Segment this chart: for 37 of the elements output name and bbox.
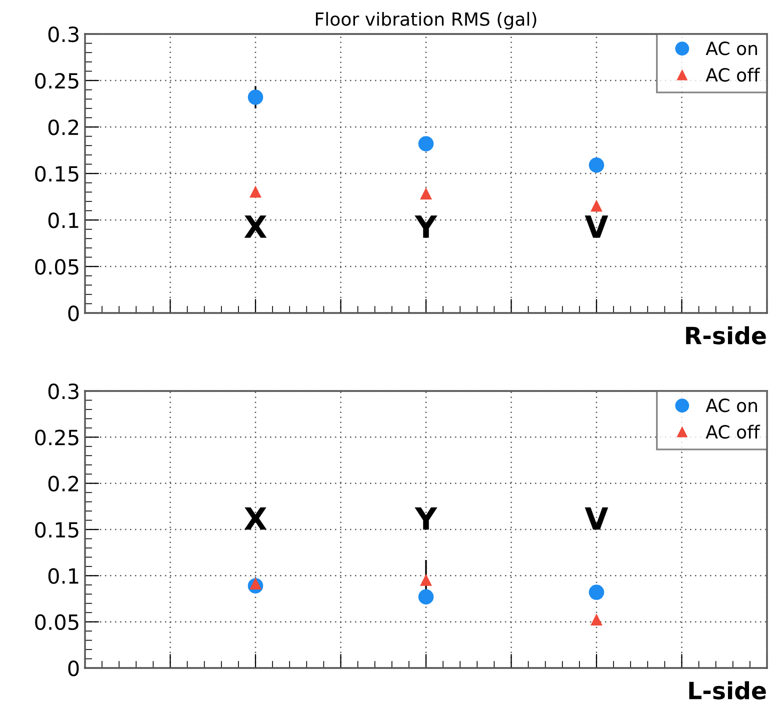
point [588, 157, 604, 173]
point [420, 574, 432, 586]
y-tick-label: 0.05 [35, 614, 78, 630]
point [420, 188, 432, 200]
y-tick-label: 0.3 [48, 383, 78, 400]
point [588, 584, 604, 600]
y-tick-label: 0 [68, 305, 79, 322]
y-tick-label: 0.25 [35, 430, 78, 446]
point [418, 136, 434, 152]
x-tick-label: V [584, 215, 608, 238]
y-tick-label: 0 [68, 660, 79, 676]
x-axis-title: R-side [686, 326, 766, 344]
y-tick-label: 0.2 [48, 476, 78, 492]
y-tick-label: 0.1 [48, 212, 78, 228]
x-tick-label: Y [414, 215, 438, 238]
legend-label: AC on [706, 42, 757, 56]
y-tick-label: 0.2 [48, 119, 78, 136]
legend-label: AC off [706, 424, 760, 439]
point [250, 186, 262, 198]
point [418, 589, 434, 605]
y-tick-label: 0.15 [35, 166, 78, 182]
x-tick-label: X [244, 507, 267, 530]
y-tick-label: 0.3 [48, 26, 78, 42]
legend-label: AC off [706, 68, 760, 82]
x-tick-label: X [244, 215, 267, 238]
x-tick-label: Y [414, 507, 438, 530]
y-tick-label: 0.1 [48, 568, 78, 584]
point [248, 90, 264, 105]
chart-title: Floor vibration RMS (gal) [316, 12, 536, 30]
point [590, 614, 602, 626]
x-tick-label: V [584, 507, 608, 530]
point [590, 200, 602, 212]
y-tick-label: 0.05 [35, 258, 78, 275]
x-axis-title: L-side [689, 681, 766, 700]
y-tick-label: 0.15 [35, 522, 78, 538]
y-tick-label: 0.25 [35, 72, 78, 89]
legend-label: AC on [706, 398, 757, 412]
